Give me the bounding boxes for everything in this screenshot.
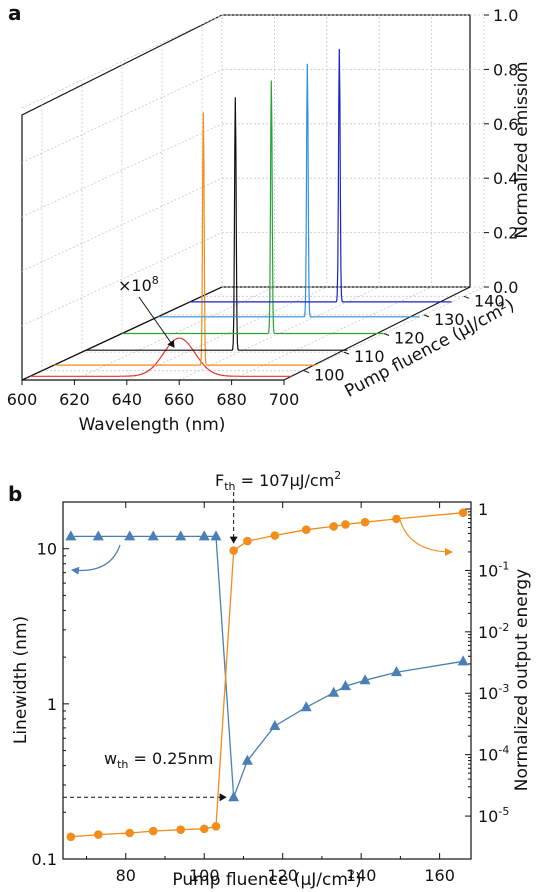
spectrum-line-5	[158, 63, 420, 318]
energy-point-13	[341, 520, 350, 529]
svg-text:×108: ×108	[118, 274, 159, 295]
panel-a-zlabel: Normalized emission	[512, 61, 532, 238]
b-y2-tick-2: 10-2	[478, 621, 509, 642]
b-x-tick-100: 100	[189, 866, 220, 885]
b-y2-tick-3: 10-3	[478, 682, 509, 703]
spectrum-line-6	[190, 48, 452, 303]
wth-annotation: wth = 0.25nm	[104, 749, 213, 771]
linewidth-point-4	[147, 530, 159, 541]
b-y2-tick-0: 1	[478, 500, 488, 519]
x-tick-680: 680	[216, 390, 247, 409]
linewidth-axis-arrow	[71, 544, 121, 575]
energy-point-16	[458, 508, 468, 518]
z-tick-0.2: 0.2	[493, 224, 518, 243]
b-x-tick-160: 160	[424, 866, 455, 885]
linewidth-point-8	[228, 791, 240, 802]
b-y-tick-1: 1	[47, 695, 57, 714]
linewidth-point-12	[328, 686, 340, 697]
spectrum-line-1	[30, 337, 292, 377]
annotation-text: ×10	[118, 276, 152, 295]
x-tick-660: 660	[164, 390, 195, 409]
y-tick-100: 100	[314, 366, 345, 385]
b-x-tick-140: 140	[346, 866, 377, 885]
panel-b-label: b	[8, 482, 22, 506]
linewidth-point-16	[457, 655, 469, 666]
b-y2-tick-4: 10-4	[478, 744, 509, 765]
linewidth-point-5	[175, 530, 187, 541]
panel-b-ticks: 80 100 120 140 160 0.1 1 10 1 10-1 10-2 10-3 10-4 10-…	[32, 500, 510, 885]
linewidth-point-13	[339, 680, 351, 691]
energy-point-7	[211, 822, 221, 831]
spectrum-line-4	[122, 80, 384, 335]
energy-point-10	[270, 531, 280, 540]
panel-b-series	[65, 508, 469, 842]
linewidth-point-7	[210, 530, 222, 541]
x-tick-700: 700	[269, 390, 300, 409]
annotation-sup: 8	[152, 274, 159, 287]
linewidth-point-9	[241, 754, 253, 765]
panel-b-frame	[62, 501, 472, 860]
panel-a-xlabel: Wavelength (nm)	[79, 415, 226, 435]
linewidth-point-11	[300, 701, 312, 712]
b-x-tick-80: 80	[116, 866, 136, 885]
panel-a-spectra	[30, 48, 452, 377]
linewidth-point-6	[198, 530, 210, 541]
panel-b-ylabel: Linewidth (nm)	[11, 616, 31, 744]
b-x-tick-120: 120	[267, 866, 298, 885]
linewidth-point-15	[390, 666, 402, 677]
energy-point-1	[66, 832, 76, 842]
energy-point-8	[229, 546, 238, 555]
annotation-arrow	[138, 296, 175, 348]
y-tick-130: 130	[434, 310, 465, 329]
linewidth-point-1	[65, 530, 77, 541]
z-tick-0.4: 0.4	[493, 169, 518, 188]
spectrum-line-2	[54, 112, 316, 366]
z-tick-0.0: 0.0	[493, 278, 518, 297]
z-tick-0.6: 0.6	[493, 115, 518, 134]
series-line-2	[70, 512, 464, 838]
energy-point-4	[148, 826, 158, 836]
panel-b-threshold-plot: b 80 100 120 140 160 0.1 1 10 1 10-1 10-2 10-3 10-4 1…	[8, 469, 532, 890]
energy-point-2	[94, 830, 103, 839]
energy-point-12	[329, 522, 338, 531]
energy-point-3	[125, 828, 134, 838]
b-y-tick-10: 10	[37, 540, 57, 559]
linewidth-point-2	[92, 530, 104, 541]
z-tick-1.0: 1.0	[493, 6, 518, 25]
panel-b-annotations	[63, 492, 453, 802]
panel-a-label: a	[8, 1, 22, 25]
panel-a-scale-annotation: ×108	[118, 274, 175, 348]
linewidth-point-10	[269, 719, 281, 730]
b-y2-tick-1: 10-1	[478, 559, 509, 580]
x-tick-620: 620	[59, 390, 90, 409]
energy-point-5	[176, 825, 185, 834]
energy-axis-arrow	[399, 519, 453, 556]
y-tick-120: 120	[394, 329, 425, 348]
linewidth-point-14	[359, 674, 371, 685]
energy-point-9	[243, 536, 252, 546]
x-tick-640: 640	[112, 390, 143, 409]
energy-point-15	[392, 514, 401, 524]
x-tick-600: 600	[7, 390, 38, 409]
y-tick-140: 140	[474, 291, 505, 310]
linewidth-point-3	[124, 530, 136, 541]
series-line-1	[70, 535, 464, 798]
panel-b-y2label: Normalized output energy	[512, 569, 532, 792]
panel-b-xlabel: Pump fluence (μJ/cm2)	[172, 868, 361, 890]
fth-annotation: Fth = 107μJ/cm2	[215, 469, 341, 493]
energy-point-11	[301, 525, 311, 535]
y-tick-110: 110	[354, 347, 385, 366]
z-tick-0.8: 0.8	[493, 60, 518, 79]
energy-point-6	[199, 824, 209, 834]
energy-point-14	[360, 517, 370, 527]
b-y2-tick-5: 10-5	[478, 805, 509, 826]
spectrum-line-3	[86, 97, 348, 351]
b-y-tick-0.1: 0.1	[32, 850, 57, 869]
panel-a-box	[21, 14, 485, 381]
